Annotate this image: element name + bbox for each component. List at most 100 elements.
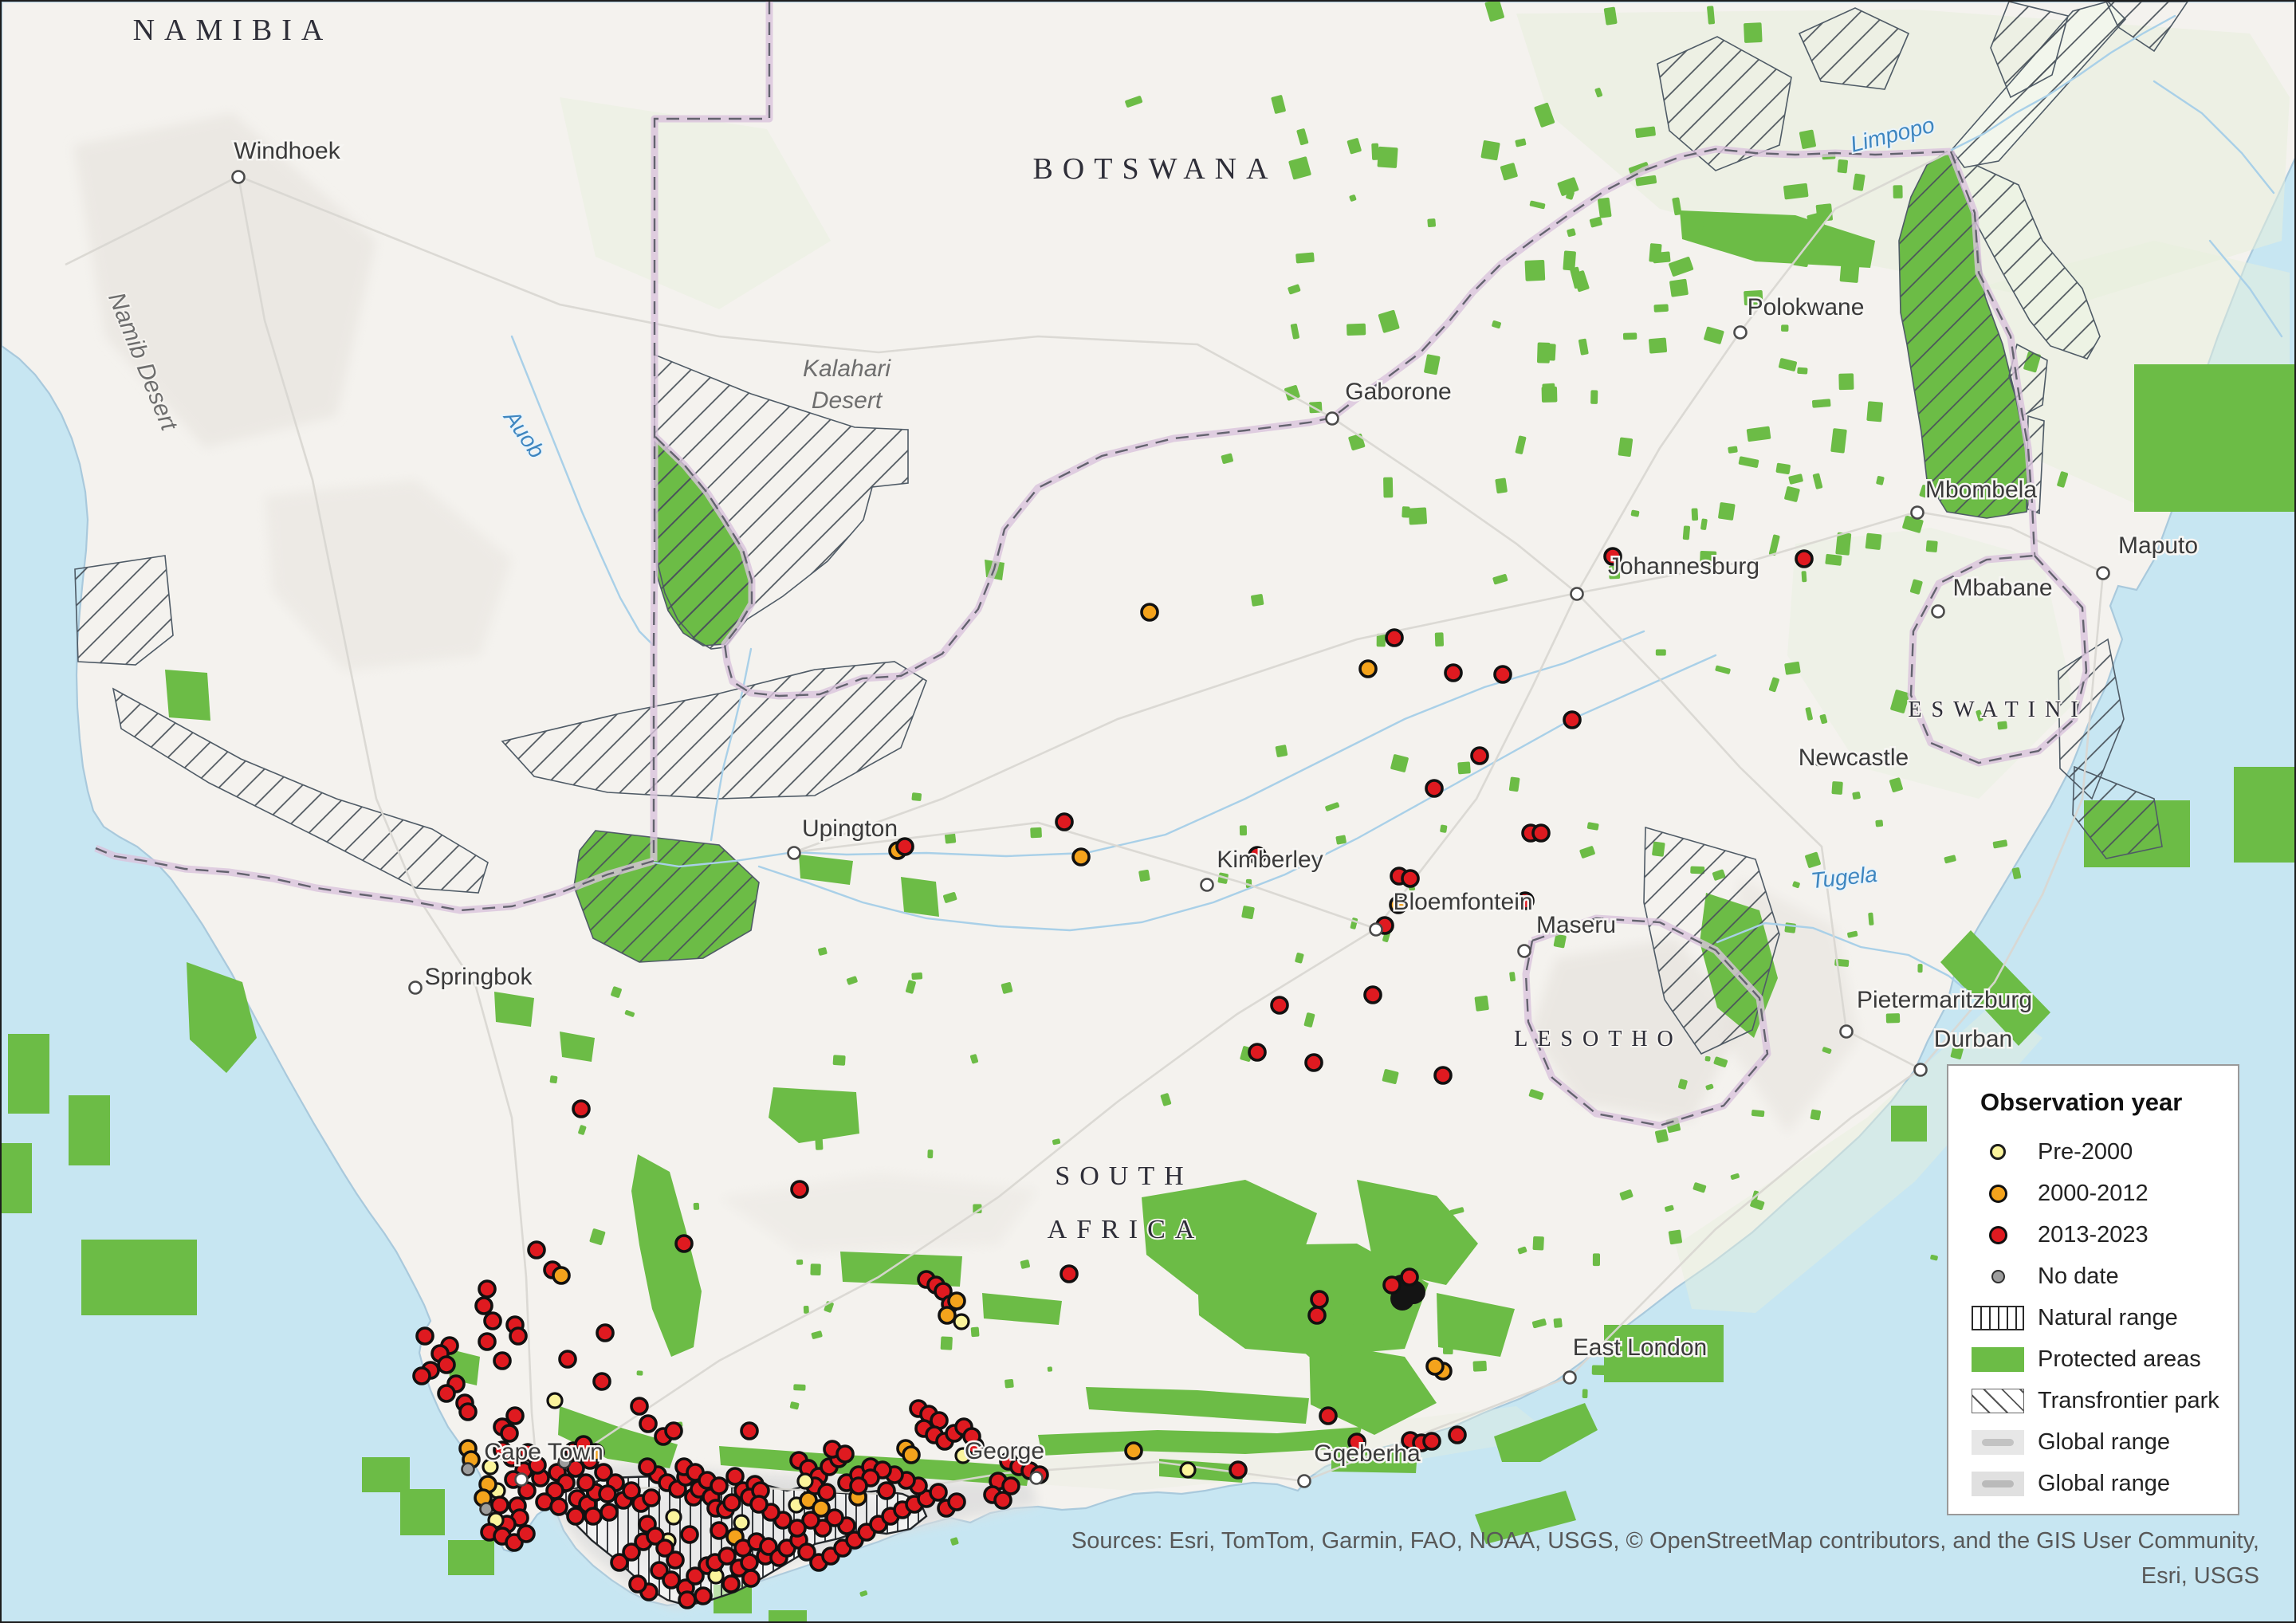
- city-marker[interactable]: [1369, 922, 1383, 937]
- observation-dot-y[interactable]: [954, 1447, 972, 1464]
- observation-dot-r[interactable]: [638, 1457, 657, 1476]
- observation-dot-r[interactable]: [592, 1372, 611, 1391]
- observation-dot-r[interactable]: [1055, 812, 1074, 831]
- observation-dot-r[interactable]: [1382, 1275, 1402, 1295]
- city-marker[interactable]: [1839, 1024, 1854, 1039]
- observation-dot-o[interactable]: [1425, 1357, 1445, 1376]
- observation-dot-r[interactable]: [993, 1491, 1012, 1510]
- observation-dot-r[interactable]: [437, 1355, 456, 1374]
- observation-dot-r[interactable]: [576, 1473, 596, 1492]
- observation-dot-y[interactable]: [1179, 1461, 1197, 1479]
- city-marker[interactable]: [1200, 878, 1214, 892]
- city-marker[interactable]: [1910, 505, 1924, 520]
- observation-dot-r[interactable]: [895, 837, 914, 856]
- observation-dot-o[interactable]: [938, 1306, 957, 1325]
- observation-dot-r[interactable]: [528, 1456, 547, 1475]
- observation-dot-r[interactable]: [630, 1397, 649, 1416]
- observation-dot-r[interactable]: [622, 1481, 641, 1500]
- observation-dot-r[interactable]: [639, 1414, 658, 1433]
- observation-dot-r[interactable]: [412, 1366, 431, 1385]
- city-marker[interactable]: [1570, 587, 1584, 601]
- city-marker[interactable]: [1029, 1471, 1044, 1485]
- observation-dot-r[interactable]: [594, 1463, 613, 1482]
- observation-dot-r[interactable]: [1310, 1290, 1329, 1309]
- city-marker[interactable]: [1517, 944, 1531, 958]
- observation-dot-y[interactable]: [482, 1458, 499, 1476]
- observation-dot-y[interactable]: [546, 1392, 564, 1409]
- observation-dot-r[interactable]: [478, 1332, 497, 1351]
- observation-dot-r[interactable]: [1060, 1264, 1079, 1283]
- observation-dot-r[interactable]: [1248, 846, 1267, 865]
- observation-dot-r[interactable]: [1516, 891, 1535, 910]
- observation-dot-o[interactable]: [1389, 895, 1408, 914]
- observation-dot-r[interactable]: [584, 1507, 603, 1526]
- observation-dot-r[interactable]: [478, 1279, 497, 1299]
- observation-dot-r[interactable]: [1563, 710, 1582, 729]
- observation-dot-r[interactable]: [566, 1507, 585, 1526]
- observation-dot-o[interactable]: [586, 1443, 605, 1462]
- observation-dot-r[interactable]: [710, 1476, 729, 1495]
- observation-dot-r[interactable]: [801, 1511, 820, 1530]
- observation-dot-r[interactable]: [600, 1503, 619, 1522]
- observation-dot-r[interactable]: [825, 1508, 844, 1527]
- observation-dot-g[interactable]: [557, 1455, 572, 1469]
- observation-dot-r[interactable]: [1422, 1432, 1441, 1451]
- observation-dot-o[interactable]: [812, 1499, 831, 1518]
- observation-dot-r[interactable]: [725, 1467, 745, 1486]
- observation-dot-r[interactable]: [1307, 1306, 1327, 1325]
- city-marker[interactable]: [1325, 411, 1339, 426]
- observation-dot-r[interactable]: [817, 1483, 836, 1502]
- observation-dot-r[interactable]: [646, 1527, 665, 1546]
- observation-dot-r[interactable]: [759, 1537, 778, 1556]
- observation-dot-r[interactable]: [664, 1421, 683, 1440]
- observation-dot-r[interactable]: [790, 1180, 809, 1199]
- observation-dot-o[interactable]: [1124, 1441, 1143, 1460]
- observation-dot-r[interactable]: [505, 1406, 525, 1425]
- city-marker[interactable]: [2096, 566, 2110, 580]
- observation-dot-r[interactable]: [1448, 1425, 1467, 1444]
- observation-dot-r[interactable]: [500, 1424, 519, 1443]
- observation-dot-r[interactable]: [1363, 985, 1382, 1004]
- observation-dot-r[interactable]: [680, 1525, 699, 1544]
- city-marker[interactable]: [408, 980, 423, 995]
- observation-dot-r[interactable]: [1001, 1476, 1020, 1495]
- observation-dot-r[interactable]: [566, 1459, 585, 1478]
- observation-dot-r[interactable]: [662, 1570, 681, 1590]
- observation-dot-r[interactable]: [1433, 1066, 1453, 1085]
- observation-dot-r[interactable]: [721, 1574, 741, 1594]
- observation-dot-r[interactable]: [549, 1497, 568, 1516]
- observation-dot-r[interactable]: [502, 1448, 521, 1468]
- observation-dot-r[interactable]: [797, 1542, 816, 1562]
- observation-dot-r[interactable]: [517, 1524, 536, 1543]
- observation-dot-r[interactable]: [628, 1574, 647, 1594]
- observation-dot-r[interactable]: [722, 1493, 741, 1512]
- observation-dot-r[interactable]: [596, 1323, 615, 1342]
- observation-dot-r[interactable]: [788, 1519, 807, 1538]
- city-marker[interactable]: [1297, 1474, 1311, 1488]
- observation-dot-r[interactable]: [678, 1590, 697, 1609]
- observation-dot-r[interactable]: [558, 1350, 577, 1369]
- observation-dot-r[interactable]: [415, 1326, 434, 1346]
- observation-dot-r[interactable]: [642, 1488, 661, 1507]
- city-marker[interactable]: [1913, 1063, 1928, 1077]
- observation-dot-o[interactable]: [552, 1266, 571, 1285]
- observation-dot-r[interactable]: [849, 1476, 868, 1495]
- observation-dot-r[interactable]: [1248, 1043, 1267, 1062]
- observation-dot-r[interactable]: [622, 1542, 641, 1562]
- observation-dot-r[interactable]: [1229, 1460, 1248, 1480]
- observation-dot-r[interactable]: [650, 1561, 669, 1580]
- observation-dot-r[interactable]: [1347, 1432, 1366, 1452]
- city-marker[interactable]: [1813, 753, 1827, 767]
- observation-dot-r[interactable]: [694, 1586, 713, 1605]
- observation-dot-r[interactable]: [710, 1521, 729, 1540]
- observation-dot-r[interactable]: [1444, 663, 1463, 682]
- city-marker[interactable]: [1931, 604, 1945, 619]
- observation-dot-o[interactable]: [1358, 659, 1378, 678]
- observation-dot-r[interactable]: [490, 1495, 509, 1515]
- observation-dot-r[interactable]: [493, 1351, 512, 1370]
- observation-dot-r[interactable]: [749, 1495, 769, 1514]
- observation-dot-r[interactable]: [527, 1240, 546, 1259]
- observation-dot-r[interactable]: [458, 1402, 478, 1421]
- observation-dot-r[interactable]: [1795, 549, 1814, 568]
